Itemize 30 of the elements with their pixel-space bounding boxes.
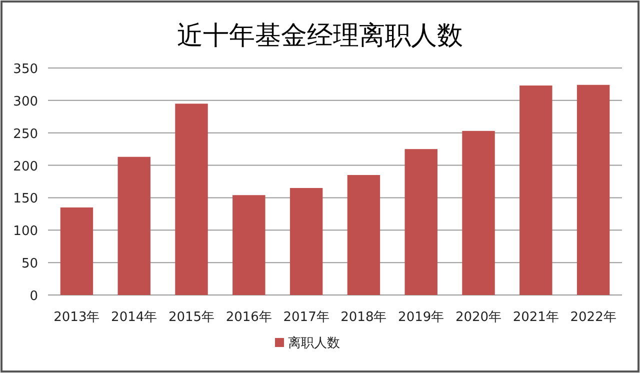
x-tick-label: 2021年 [512, 310, 559, 325]
bar [60, 207, 94, 295]
x-tick-label: 2015年 [168, 310, 215, 325]
chart-title: 近十年基金经理离职人数 [177, 21, 463, 51]
bar [576, 84, 610, 295]
y-tick-label: 300 [13, 94, 38, 110]
y-tick-label: 200 [13, 159, 38, 174]
bar [175, 104, 208, 295]
x-tick-label: 2017年 [283, 310, 330, 325]
y-tick-label: 100 [13, 224, 38, 240]
x-tick-label: 2018年 [340, 310, 387, 325]
x-tick-label: 2020年 [455, 310, 502, 325]
x-tick-label: 2016年 [226, 310, 272, 325]
y-tick-label: 0 [30, 289, 38, 304]
x-tick-label: 2019年 [398, 310, 444, 325]
y-tick-label: 50 [21, 256, 38, 272]
bar [404, 149, 438, 295]
bar [118, 156, 150, 295]
bar [520, 86, 552, 295]
legend-label: 离职人数 [288, 335, 340, 351]
y-tick-label: 350 [13, 62, 38, 77]
bar [347, 175, 380, 295]
x-tick-label: 2022年 [570, 310, 616, 325]
y-tick-label: 250 [13, 126, 38, 142]
bar [462, 130, 495, 295]
y-tick-label: 150 [13, 192, 38, 207]
x-tick-label: 2013年 [54, 310, 100, 325]
x-tick-label: 2014年 [111, 310, 158, 325]
bar [232, 195, 266, 295]
bar [290, 188, 323, 295]
